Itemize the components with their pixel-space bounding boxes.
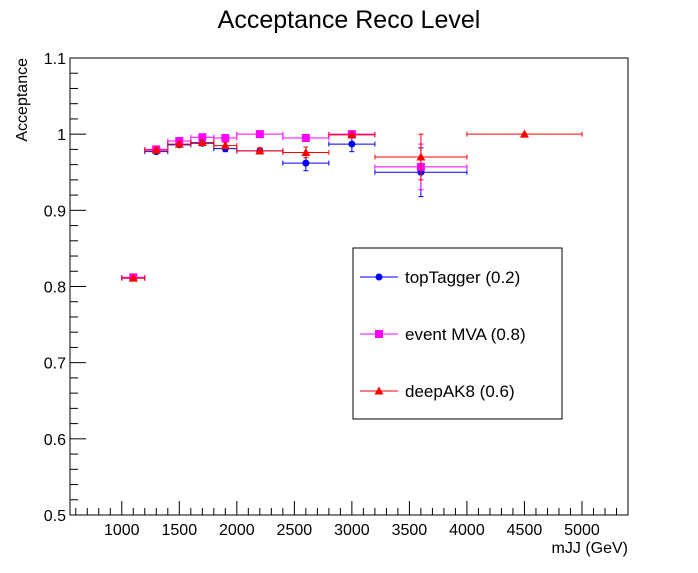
legend-marker-square [375,330,383,338]
marker-circle [302,159,310,167]
series-triangle [121,129,583,282]
marker-triangle [347,130,357,139]
x-axis-label: mJJ (GeV) [552,540,628,557]
data-point [213,133,238,142]
data-point [328,130,376,139]
marker-triangle [174,139,184,148]
y-tick-label: 0.9 [44,203,66,220]
legend-entry: topTagger (0.2) [360,268,520,287]
x-tick-label: 3500 [392,522,428,539]
x-tick-label: 1000 [104,522,140,539]
marker-square [221,133,230,142]
x-tick-label: 2500 [277,522,313,539]
y-tick-label: 0.7 [44,356,66,373]
marker-triangle [220,141,230,150]
data-point [121,273,146,282]
legend-label: topTagger (0.2) [405,268,520,287]
x-tick-label: 3000 [334,522,370,539]
y-tick-label: 0.5 [44,508,66,525]
axis-ticks [70,57,629,516]
y-tick-label: 0.8 [44,280,66,297]
axis-tick-labels: 1000 1500 2000 2500 3000 3500 4000 4500 5000 0.5 0… [44,51,600,539]
x-tick-label: 2000 [219,522,255,539]
legend-marker-circle [375,273,383,281]
data-point [466,129,583,138]
data-point [236,146,284,155]
y-axis-label: Acceptance [14,58,31,142]
marker-triangle [151,145,161,154]
data-point [374,133,468,181]
y-tick-label: 1.1 [44,51,66,68]
y-tick-label: 0.6 [44,432,66,449]
data-point [167,139,192,148]
marker-triangle [128,273,138,282]
legend-label: deepAK8 (0.6) [405,382,515,401]
marker-triangle [301,147,311,156]
y-tick-label: 1 [57,127,66,144]
x-tick-label: 4500 [507,522,543,539]
legend-marker-triangle [374,386,384,395]
chart-title: Acceptance Reco Level [218,6,481,34]
x-tick-label: 5000 [564,522,600,539]
marker-square [255,130,264,139]
data-point [282,146,330,159]
x-tick-label: 1500 [162,522,198,539]
data-point [282,133,330,142]
legend-entry: deepAK8 (0.6) [360,382,515,401]
legend-items: topTagger (0.2) event MVA (0.8) deepAK8 (0… [360,268,526,401]
data-point [236,130,284,139]
legend-label: event MVA (0.8) [405,325,526,344]
marker-triangle [255,146,265,155]
data-point [213,141,238,150]
marker-triangle [416,152,426,161]
data-series [121,129,583,282]
marker-circle [348,140,356,148]
marker-square [301,133,310,142]
data-point [190,138,215,147]
legend-entry: event MVA (0.8) [360,325,526,344]
marker-square [198,133,207,142]
legend: topTagger (0.2) event MVA (0.8) deepAK8 (0… [352,247,563,420]
data-point [144,145,169,154]
marker-triangle [519,129,529,138]
marker-triangle [197,138,207,147]
x-tick-label: 4000 [449,522,485,539]
data-point [282,154,330,172]
